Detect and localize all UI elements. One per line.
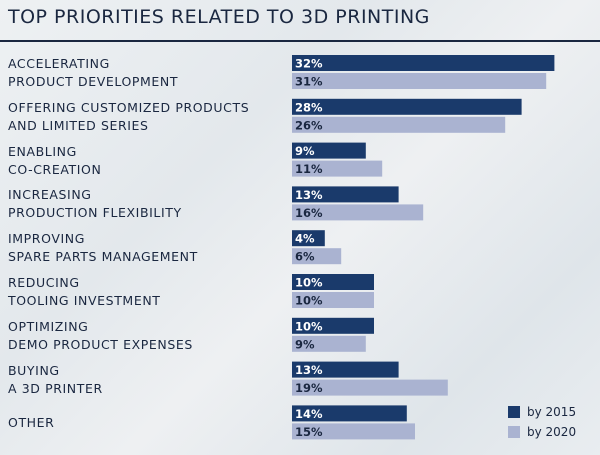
bar-2020 bbox=[292, 116, 506, 133]
bar-value-label: 4% bbox=[295, 232, 315, 246]
legend-label: by 2015 bbox=[527, 405, 577, 420]
bar-2020 bbox=[292, 379, 448, 396]
bar-value-label: 11% bbox=[295, 162, 323, 176]
bar-2015 bbox=[292, 361, 399, 378]
category-label: ACCELERATING PRODUCT DEVELOPMENT bbox=[8, 56, 179, 89]
bar-2015 bbox=[292, 230, 325, 247]
bar-2020 bbox=[292, 73, 547, 89]
bar-value-label: 10% bbox=[295, 294, 323, 308]
category-label: OTHER bbox=[8, 415, 55, 431]
category-label: ENABLING CO-CREATION bbox=[8, 143, 102, 177]
category-label: OPTIMIZING DEMO PRODUCT EXPENSES bbox=[8, 318, 193, 352]
bar-value-label: 32% bbox=[295, 57, 323, 71]
legend: by 2015 by 2020 bbox=[508, 402, 576, 442]
bar-2015 bbox=[292, 274, 374, 290]
bar-2020 bbox=[292, 335, 366, 352]
legend-label: by 2020 bbox=[527, 425, 577, 440]
category-label: INCREASING PRODUCTION FLEXIBILITY bbox=[8, 187, 182, 221]
category-label: REDUCING TOOLING INVESTMENT bbox=[8, 275, 161, 308]
bar-2020 bbox=[292, 292, 374, 308]
bar-value-label: 19% bbox=[295, 381, 323, 395]
bar-value-label: 10% bbox=[295, 276, 323, 290]
category-label: BUYING A 3D PRINTER bbox=[8, 362, 103, 396]
bar-value-label: 6% bbox=[295, 250, 315, 264]
chart-title: TOP PRIORITIES RELATED TO 3D PRINTING bbox=[8, 6, 430, 28]
bar-2020 bbox=[292, 248, 342, 265]
bar-2015 bbox=[292, 405, 407, 422]
category-label: IMPROVING SPARE PARTS MANAGEMENT bbox=[8, 231, 198, 265]
bar-value-label: 10% bbox=[295, 319, 323, 333]
bar-value-label: 14% bbox=[295, 407, 323, 421]
bar-2020 bbox=[292, 423, 415, 440]
bar-2015 bbox=[292, 98, 522, 115]
legend-swatch bbox=[508, 406, 520, 419]
bar-value-label: 13% bbox=[295, 188, 323, 202]
legend-item: by 2015 bbox=[508, 402, 576, 422]
bar-value-label: 28% bbox=[295, 100, 323, 114]
bar-2015 bbox=[292, 317, 374, 334]
bar-value-label: 16% bbox=[295, 206, 323, 220]
bar-2015 bbox=[292, 142, 366, 159]
bar-value-label: 13% bbox=[295, 363, 323, 377]
bar-value-label: 15% bbox=[295, 425, 323, 439]
bar-value-label: 9% bbox=[295, 337, 315, 351]
bar-2015 bbox=[292, 55, 555, 71]
legend-item: by 2020 bbox=[508, 422, 576, 442]
bar-value-label: 31% bbox=[295, 75, 323, 89]
legend-swatch bbox=[508, 426, 520, 439]
bar-2020 bbox=[292, 160, 383, 177]
bar-value-label: 9% bbox=[295, 144, 315, 158]
bar-value-label: 26% bbox=[295, 118, 323, 132]
category-label: OFFERING CUSTOMIZED PRODUCTS AND LIMITED… bbox=[8, 99, 250, 133]
bar-2015 bbox=[292, 186, 399, 203]
title-divider bbox=[0, 40, 600, 42]
bar-2020 bbox=[292, 204, 424, 221]
